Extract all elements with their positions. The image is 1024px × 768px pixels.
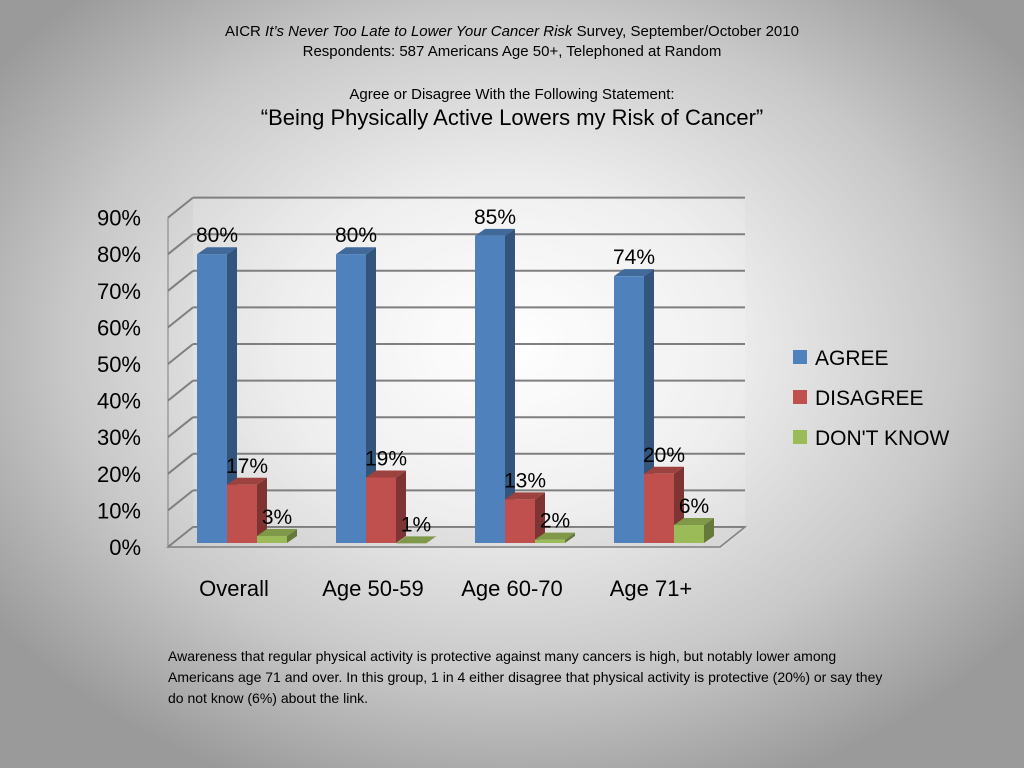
bar xyxy=(674,525,704,543)
bar xyxy=(336,254,366,543)
bar xyxy=(366,477,396,543)
bar-top xyxy=(475,228,515,236)
survey-title: AICR It’s Never Too Late to Lower Your C… xyxy=(0,22,1024,42)
y-tick-label: 90% xyxy=(97,206,141,231)
legend-swatch xyxy=(793,350,807,364)
bar-side xyxy=(535,492,545,543)
data-label: 20% xyxy=(643,444,685,467)
y-tick-label: 10% xyxy=(97,498,141,523)
bar xyxy=(505,499,535,543)
bar-side xyxy=(287,529,297,543)
bar-top xyxy=(396,536,436,544)
bar-top xyxy=(366,470,406,478)
x-category-label: Age 50-59 xyxy=(322,576,424,601)
bar xyxy=(227,484,257,543)
data-label: 3% xyxy=(262,506,292,529)
gridline-side xyxy=(167,343,194,365)
data-label: 19% xyxy=(365,447,407,470)
gridline-side xyxy=(167,233,194,255)
survey-name: It’s Never Too Late to Lower Your Cancer… xyxy=(265,23,573,40)
chart-header: AICR It’s Never Too Late to Lower Your C… xyxy=(0,22,1024,131)
statement-prompt: Agree or Disagree With the Following Sta… xyxy=(349,86,675,103)
bar-top xyxy=(257,529,297,537)
bar-side xyxy=(257,477,267,543)
gridline-side xyxy=(167,489,194,512)
data-label: 74% xyxy=(613,246,655,269)
bar-side xyxy=(505,228,515,543)
y-tick-label: 0% xyxy=(109,535,141,560)
plot-floor xyxy=(165,526,748,548)
data-label: 2% xyxy=(540,510,570,533)
y-tick-label: 50% xyxy=(97,352,141,377)
bar-top xyxy=(227,477,267,485)
x-category-label: Age 60-70 xyxy=(461,576,563,601)
legend-label: AGREE xyxy=(815,347,889,370)
legend-label: DISAGREE xyxy=(815,387,924,410)
gridline-side xyxy=(167,453,194,475)
data-label: 6% xyxy=(679,495,709,518)
y-tick-label: 20% xyxy=(97,462,141,487)
bar-side xyxy=(704,518,714,543)
bar-top xyxy=(614,269,654,277)
bar-top xyxy=(197,247,237,255)
gridline-side xyxy=(167,270,194,292)
gridline-side xyxy=(167,379,194,402)
data-label: 80% xyxy=(196,224,238,247)
x-category-label: Overall xyxy=(199,576,269,601)
bar-top xyxy=(505,492,545,500)
legend-swatch xyxy=(793,430,807,444)
bar-side xyxy=(565,532,575,543)
data-label: 80% xyxy=(335,224,377,247)
bar-top xyxy=(644,466,684,474)
survey-date: Survey, September/October 2010 xyxy=(572,23,799,40)
bar xyxy=(197,254,227,543)
bar xyxy=(257,536,287,543)
data-label: 85% xyxy=(474,206,516,229)
data-label: 13% xyxy=(504,469,546,492)
gridline-side xyxy=(167,196,194,219)
bar xyxy=(614,276,644,543)
bar-top xyxy=(535,532,575,540)
legend-swatch xyxy=(793,390,807,404)
bar-side xyxy=(396,470,406,543)
bar-top xyxy=(674,518,714,526)
bar xyxy=(475,235,505,543)
bar-side xyxy=(366,247,376,543)
y-tick-label: 40% xyxy=(97,389,141,414)
data-label: 1% xyxy=(401,513,431,536)
gridline-side xyxy=(167,306,194,329)
data-label: 17% xyxy=(226,455,268,478)
chart-caption: Awareness that regular physical activity… xyxy=(168,648,883,706)
y-tick-label: 70% xyxy=(97,279,141,304)
plot-back-wall xyxy=(193,197,745,527)
bar-side xyxy=(227,247,237,543)
bar-top xyxy=(336,247,376,255)
y-tick-label: 30% xyxy=(97,425,141,450)
statement-title: “Being Physically Active Lowers my Risk … xyxy=(260,105,764,130)
bar xyxy=(535,539,565,543)
y-tick-label: 80% xyxy=(97,242,141,267)
respondents-line: Respondents: 587 Americans Age 50+, Tele… xyxy=(302,43,722,60)
x-category-label: Age 71+ xyxy=(610,576,693,601)
survey-org: AICR xyxy=(225,23,266,40)
y-tick-label: 60% xyxy=(97,315,141,340)
legend-label: DON'T KNOW xyxy=(815,427,949,450)
bar xyxy=(644,473,674,543)
gridline-side xyxy=(167,416,194,438)
